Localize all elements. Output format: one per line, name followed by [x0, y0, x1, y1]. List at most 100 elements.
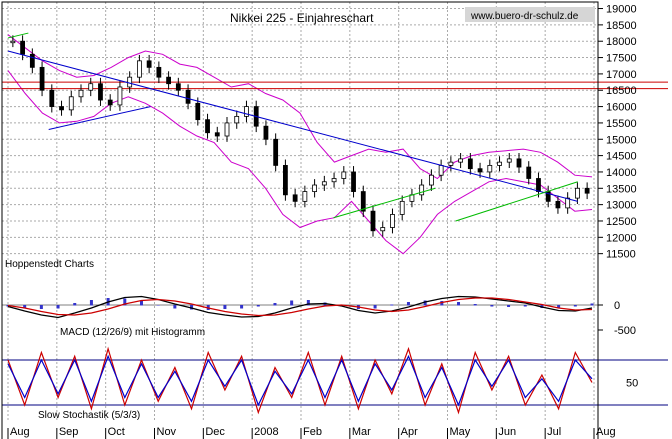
candle-body [127, 76, 133, 88]
trendline-green-apr [455, 181, 578, 222]
x-tick-label: Aug [596, 426, 616, 438]
macd-histogram-bar [473, 304, 477, 306]
candle-body [175, 83, 181, 91]
candle-body [331, 178, 337, 183]
macd-histogram-bar [440, 301, 444, 306]
candle-body [467, 158, 473, 170]
x-tick-label: Sep [59, 426, 79, 438]
candle-body [438, 165, 444, 176]
candle-body [146, 60, 152, 68]
candle-body [448, 161, 454, 166]
candle-body [10, 40, 16, 44]
macd-histogram-bar [73, 303, 77, 306]
macd-histogram-bar [173, 305, 177, 309]
x-tick-label: May [450, 426, 471, 438]
y-tick-label: 17500 [606, 53, 637, 65]
macd-signal-line [7, 297, 593, 317]
macd-histogram-bar [590, 303, 594, 306]
y-tick-label: 12000 [606, 232, 637, 244]
candle-body [419, 184, 425, 196]
macd-histogram-bar [306, 300, 310, 306]
macd-histogram-bar [139, 301, 143, 306]
candle-body [516, 158, 522, 168]
candle-body [29, 53, 35, 68]
candle-body [380, 227, 386, 232]
candle-body [117, 86, 123, 106]
price-candles [10, 35, 590, 237]
candle-body [98, 83, 103, 101]
candle-body [234, 115, 240, 124]
upper-band [7, 34, 593, 180]
x-tick-label: Nov [157, 426, 177, 438]
candle-body [526, 166, 532, 179]
stoch-k-line [7, 346, 593, 415]
candle-body [390, 214, 395, 228]
candle-body [370, 210, 376, 232]
macd-histogram-bar [23, 305, 27, 309]
horizontal-levels [2, 81, 668, 90]
candle-body [214, 132, 220, 137]
candle-body [506, 158, 512, 163]
candle-body [20, 40, 26, 55]
candle-body [399, 200, 405, 215]
macd-histogram-bar [457, 302, 461, 306]
macd-histogram-bar [557, 305, 561, 308]
trend-lines [7, 32, 578, 222]
stoch-tick-label: 50 [626, 378, 638, 390]
y-tick-label: 12500 [606, 216, 637, 228]
x-tick-label: Dec [205, 426, 225, 438]
stochastic-panel [2, 346, 668, 415]
candle-body [39, 66, 45, 91]
candle-body [555, 200, 561, 209]
watermark-box [465, 7, 595, 22]
y-tick-label: 16500 [606, 85, 637, 97]
macd-histogram-bar [273, 303, 277, 306]
axes: Aug Sep Oct Nov Dec 2008 Feb Mar Apr May Jun Jul Aug… [1, 1, 638, 439]
macd-histogram-bar [56, 305, 60, 309]
y-tick-label: 16000 [606, 102, 637, 114]
candle-body [88, 83, 94, 91]
candle-body [351, 171, 356, 192]
macd-histogram-bar [123, 298, 127, 306]
candle-body [458, 158, 464, 163]
candle-body [584, 187, 590, 194]
candle-body [273, 138, 279, 166]
lower-band [7, 70, 593, 255]
y-tick-label: 17000 [606, 69, 637, 81]
macd-tick-label: -500 [614, 325, 636, 337]
macd-histogram-bar [190, 305, 194, 310]
candle-body [487, 165, 493, 173]
macd-tick-label: 0 [614, 300, 620, 312]
macd-histogram-bar [507, 305, 511, 307]
candle-body [312, 184, 318, 192]
candle-body [302, 191, 308, 202]
candle-body [360, 191, 366, 212]
x-tick-label: 2008 [254, 426, 278, 438]
macd-histogram-bar [39, 305, 43, 309]
y-tick-label: 19000 [606, 4, 637, 16]
trendline-blue-support [48, 106, 151, 130]
candle-body [292, 194, 298, 202]
y-tick-label: 14500 [606, 151, 637, 163]
candle-body [497, 161, 502, 166]
y-tick-label: 18000 [606, 36, 637, 48]
candle-body [49, 89, 55, 107]
y-tick-label: 15500 [606, 118, 637, 130]
candle-body [282, 165, 288, 196]
x-tick-label: Mar [352, 426, 371, 438]
macd-histogram-bar [406, 302, 410, 306]
source-label: Hoppenstedt Charts [5, 259, 94, 270]
candle-body [321, 181, 327, 186]
candle-body [59, 106, 64, 111]
macd-histogram-bar [256, 305, 260, 307]
watermark-url: www.buero-dr-schulz.de [470, 11, 579, 22]
candle-body [185, 89, 191, 104]
candle-body [78, 89, 84, 98]
trendline-green [7, 32, 29, 39]
candle-body [263, 125, 269, 140]
macd-histogram-bar [156, 305, 160, 306]
candle-body [136, 60, 142, 78]
candle-body [195, 102, 201, 121]
x-tick-label: Aug [10, 426, 30, 438]
